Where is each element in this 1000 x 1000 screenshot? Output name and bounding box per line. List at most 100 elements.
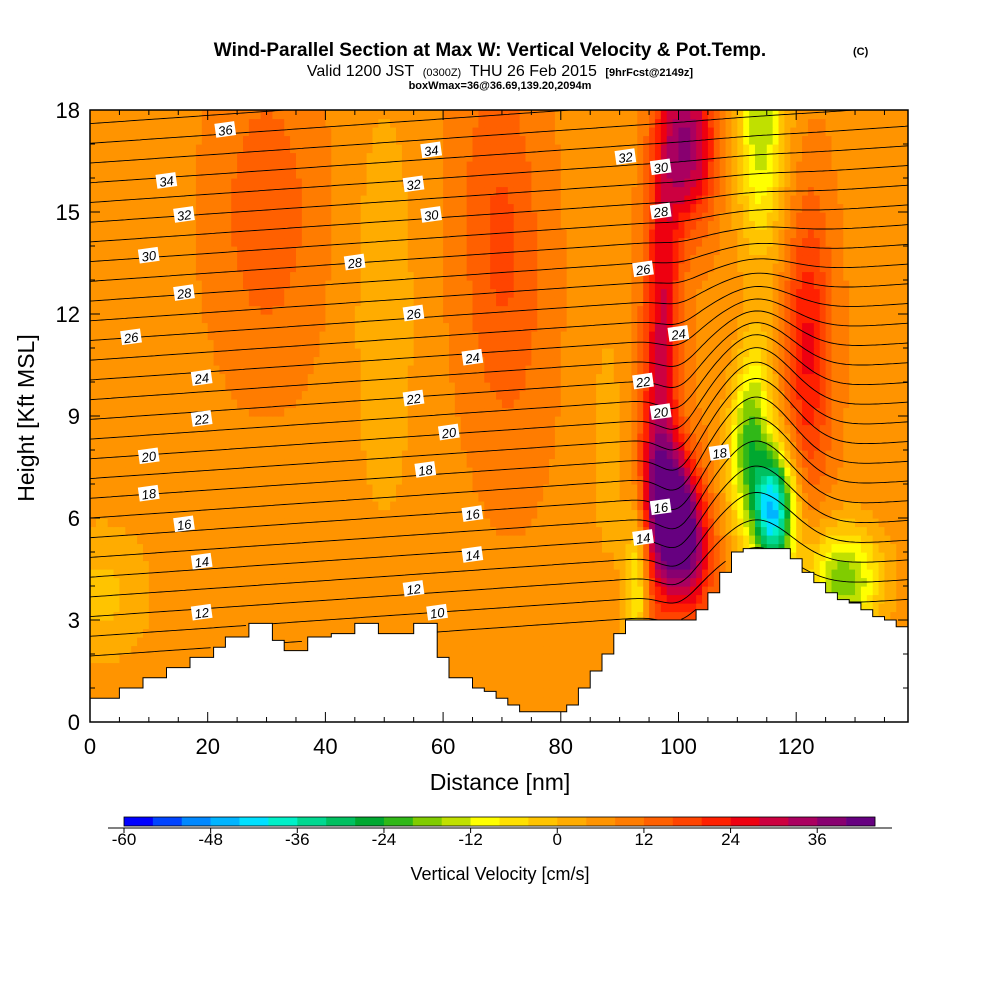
velocity-cell	[784, 518, 791, 528]
velocity-cell	[484, 569, 491, 579]
velocity-cell	[513, 586, 521, 596]
velocity-cell	[754, 492, 762, 502]
velocity-cell	[690, 416, 697, 426]
velocity-cell	[766, 450, 774, 460]
velocity-cell	[631, 526, 638, 536]
velocity-cell	[272, 535, 279, 545]
velocity-cell	[313, 424, 321, 434]
velocity-cell	[195, 467, 203, 477]
velocity-cell	[531, 475, 538, 485]
velocity-cell	[572, 526, 580, 536]
velocity-cell	[307, 416, 315, 426]
velocity-cell	[531, 696, 538, 706]
velocity-cell	[537, 671, 544, 681]
velocity-cell	[684, 518, 691, 528]
velocity-cell	[637, 433, 644, 443]
velocity-cell	[201, 424, 209, 434]
velocity-cell	[213, 509, 221, 519]
velocity-cell	[443, 509, 450, 519]
velocity-cell	[101, 467, 109, 477]
velocity-cell	[637, 450, 644, 460]
velocity-cell	[543, 458, 550, 468]
velocity-cell	[660, 569, 668, 579]
velocity-cell	[825, 560, 833, 570]
velocity-cell	[131, 543, 138, 553]
velocity-cell	[448, 645, 456, 655]
velocity-cell	[643, 458, 650, 468]
velocity-cell	[290, 560, 297, 570]
velocity-cell	[90, 586, 97, 596]
velocity-cell	[401, 526, 409, 536]
velocity-cell	[184, 611, 191, 621]
velocity-cell	[625, 424, 633, 434]
velocity-cell	[613, 433, 621, 443]
velocity-cell	[119, 628, 126, 638]
velocity-cell	[107, 518, 115, 528]
velocity-cell	[878, 518, 886, 528]
velocity-cell	[613, 526, 621, 536]
velocity-cell	[401, 416, 409, 426]
velocity-cell	[107, 424, 115, 434]
velocity-cell	[696, 577, 703, 587]
velocity-cell	[319, 492, 326, 502]
velocity-cell	[448, 441, 456, 451]
velocity-cell	[237, 509, 244, 519]
velocity-cell	[560, 586, 568, 596]
velocity-cell	[243, 586, 250, 596]
velocity-cell	[596, 603, 603, 613]
velocity-cell	[566, 526, 574, 536]
velocity-cell	[778, 433, 786, 443]
velocity-cell	[384, 467, 391, 477]
velocity-cell	[472, 603, 479, 613]
velocity-cell	[549, 552, 556, 562]
velocity-cell	[443, 416, 450, 426]
velocity-cell	[696, 441, 703, 451]
velocity-cell	[766, 475, 774, 485]
velocity-cell	[513, 688, 521, 698]
velocity-cell	[113, 611, 121, 621]
velocity-cell	[584, 535, 591, 545]
velocity-cell	[849, 441, 856, 451]
velocity-cell	[378, 518, 385, 528]
velocity-cell	[507, 501, 515, 511]
velocity-cell	[472, 594, 479, 604]
velocity-cell	[243, 543, 250, 553]
velocity-cell	[743, 441, 750, 451]
velocity-cell	[372, 569, 379, 579]
velocity-cell	[684, 543, 691, 553]
velocity-cell	[543, 662, 550, 672]
velocity-cell	[690, 518, 697, 528]
velocity-cell	[666, 543, 674, 553]
velocity-cell	[601, 569, 609, 579]
velocity-cell	[478, 637, 485, 647]
velocity-cell	[496, 509, 503, 519]
velocity-cell	[902, 467, 908, 477]
velocity-cell	[437, 475, 444, 485]
velocity-cell	[119, 679, 126, 689]
velocity-cell	[690, 569, 697, 579]
velocity-cell	[843, 526, 850, 536]
velocity-cell	[796, 484, 803, 494]
velocity-cell	[766, 467, 774, 477]
velocity-cell	[590, 543, 597, 553]
velocity-cell	[737, 484, 744, 494]
velocity-cell	[213, 569, 221, 579]
velocity-cell	[866, 535, 874, 545]
velocity-cell	[278, 552, 285, 562]
velocity-cell	[584, 560, 591, 570]
velocity-cell	[90, 424, 97, 434]
velocity-cell	[95, 492, 103, 502]
velocity-cell	[384, 501, 391, 511]
velocity-cell	[272, 475, 279, 485]
velocity-cell	[225, 501, 232, 511]
velocity-cell	[272, 501, 279, 511]
velocity-cell	[902, 492, 908, 502]
velocity-cell	[448, 552, 456, 562]
velocity-cell	[431, 569, 438, 579]
velocity-cell	[201, 637, 209, 647]
velocity-cell	[778, 475, 786, 485]
velocity-cell	[878, 560, 886, 570]
velocity-cell	[578, 526, 585, 536]
velocity-cell	[590, 645, 597, 655]
velocity-cell	[401, 620, 409, 630]
